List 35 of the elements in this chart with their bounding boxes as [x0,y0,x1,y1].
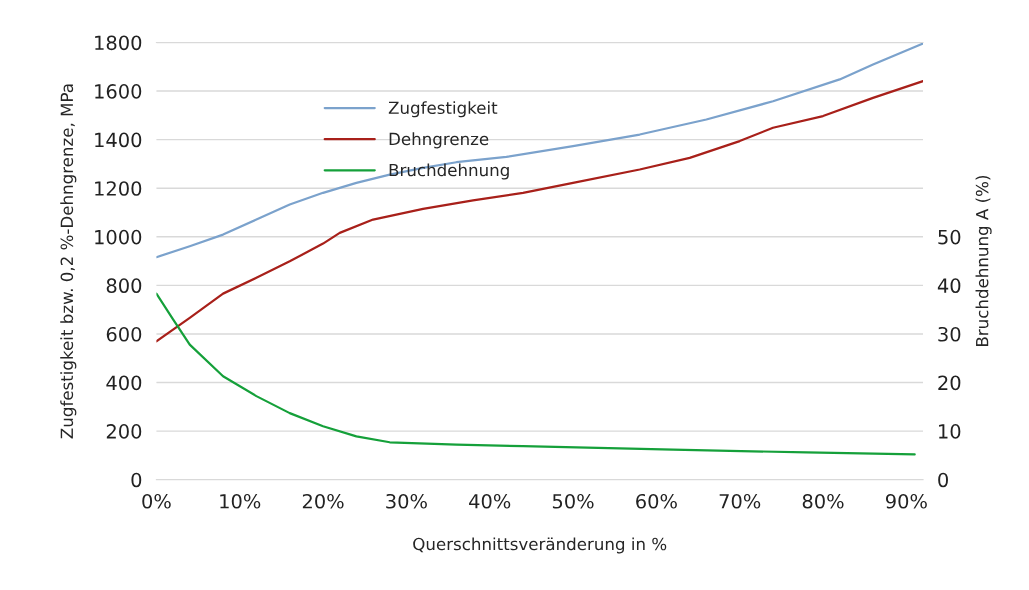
y-tick-label: 1000 [95,229,142,245]
y-tick-label: 0 [131,472,142,488]
y-tick-label: 600 [106,326,142,342]
y2-tick-label: 50 [938,229,961,245]
x-tick-label: 60% [636,493,677,509]
y-axis-title: Zugfestigkeit bzw. 0,2 %-Dehngrenze, MPa [60,84,77,439]
x-tick-label: 10% [220,493,261,509]
x-tick-label: 90% [885,493,927,509]
legend-label: Zugfestigkeit [388,101,498,118]
y-tick-label: 200 [106,424,142,439]
y-tick-label: 1200 [95,181,142,196]
y2-tick-label: 40 [937,278,961,294]
x-tick-label: 50% [552,493,594,509]
legend-label: Dehngrenze [389,132,489,149]
y2-axis-title: Bruchdehnung A (%) [975,175,992,346]
y-tick-label: 800 [106,278,142,294]
line-series [156,42,924,259]
x-tick-label: 30% [386,493,427,509]
x-tick-label: 70% [719,493,761,509]
x-tick-label: 0% [142,493,171,509]
y2-tick-label: 0 [938,472,948,488]
y-tick-label: 1400 [95,132,142,148]
x-tick-label: 40% [469,493,511,509]
legend-label: Bruchdehnung [389,163,509,180]
x-axis-title: Querschnittsveränderung in % [413,537,667,554]
y2-tick-label: 30 [938,326,961,342]
x-tick-label: 20% [302,493,344,509]
line-series [156,79,924,343]
y-tick-label: 400 [106,375,142,391]
y2-tick-label: 20 [938,375,961,391]
line-series [156,292,916,456]
y2-tick-label: 10 [939,424,961,439]
y-tick-label: 1600 [95,84,142,99]
y-tick-label: 1800 [95,35,142,51]
x-tick-label: 80% [802,493,844,509]
